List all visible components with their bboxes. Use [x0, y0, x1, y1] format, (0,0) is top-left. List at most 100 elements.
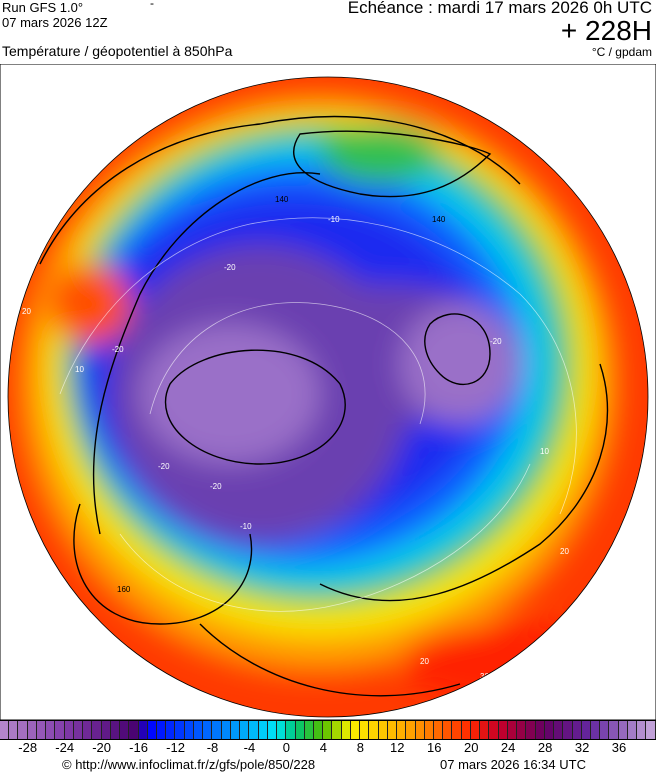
colorbar-cell	[138, 721, 148, 739]
colorbar-tick-label: 20	[463, 740, 479, 755]
colorbar-cell	[544, 721, 555, 739]
colorbar-cell	[55, 721, 65, 739]
colorbar-tick-label: 32	[574, 740, 590, 755]
colorbar-tick-label: 36	[611, 740, 627, 755]
colorbar-cell	[618, 721, 628, 739]
colorbar-cell	[0, 721, 10, 739]
geopotential-contours	[39, 115, 609, 697]
colorbar-tick-label: 24	[500, 740, 516, 755]
forecast-valid-time: Echéance : mardi 17 mars 2026 0h UTC	[347, 0, 652, 17]
colorbar-cell	[646, 721, 656, 739]
colorbar-cell	[323, 721, 333, 739]
colorbar-cell	[184, 721, 194, 739]
colorbar-tick-label: 0	[282, 740, 291, 755]
colorbar-cell	[341, 721, 351, 739]
colorbar-tick-label: -8	[206, 740, 219, 755]
colorbar-cell	[517, 721, 527, 739]
colorbar-cell	[46, 721, 56, 739]
colorbar-tick-label: 12	[390, 740, 405, 755]
colorbar-cell	[147, 721, 157, 739]
colorbar-cell	[498, 721, 508, 739]
colorbar-cell	[313, 721, 324, 739]
colorbar-tick-label: 8	[356, 740, 364, 755]
colorbar-cell	[470, 721, 481, 739]
temperature-field: 140 140 160 -10 -10 -20 -20 -20 -20 -20 …	[8, 77, 648, 717]
colorbar-cell	[129, 721, 139, 739]
colorbar-cell	[387, 721, 398, 739]
colorbar-cell	[36, 721, 47, 739]
units-label: °C / gpdam	[591, 45, 652, 59]
colorbar-cell	[406, 721, 416, 739]
isotherms	[59, 217, 577, 612]
separator-dash: -	[150, 0, 154, 10]
colorbar-cell	[110, 721, 121, 739]
generated-time: 07 mars 2026 16:34 UTC	[440, 757, 586, 772]
colorbar-cell	[203, 721, 213, 739]
colorbar-tick-label: 4	[319, 740, 327, 755]
colorbar-cell	[73, 721, 84, 739]
colorbar-cell	[581, 721, 591, 739]
svg-text:-10: -10	[240, 522, 252, 531]
colorbar-cell	[424, 721, 435, 739]
colorbar-cell	[221, 721, 231, 739]
colorbar-cell	[600, 721, 610, 739]
source-credit: © http://www.infoclimat.fr/z/gfs/pole/85…	[62, 757, 316, 772]
colorbar-cell	[591, 721, 601, 739]
colorbar-cell	[166, 721, 176, 739]
colorbar-cell	[452, 721, 462, 739]
colorbar-tick-label: -12	[166, 740, 185, 755]
run-date: 07 mars 2026 12Z	[2, 15, 108, 30]
colorbar-tick-label: -20	[92, 740, 112, 755]
svg-text:-10: -10	[328, 215, 340, 224]
colorbar	[0, 720, 656, 740]
colorbar-cell	[535, 721, 545, 739]
colorbar-cell	[415, 721, 425, 739]
colorbar-tick-label: -4	[243, 740, 256, 755]
svg-text:20: 20	[560, 547, 569, 556]
svg-text:-20: -20	[210, 482, 222, 491]
colorbar-tick-label: 28	[537, 740, 553, 755]
colorbar-cell	[258, 721, 268, 739]
colorbar-cell	[554, 721, 564, 739]
svg-text:160: 160	[117, 585, 131, 594]
svg-text:-20: -20	[158, 462, 170, 471]
colorbar-cell	[83, 721, 93, 739]
colorbar-cell	[360, 721, 370, 739]
colorbar-cell	[249, 721, 259, 739]
colorbar-tick-label: -16	[129, 740, 148, 755]
colorbar-cell	[92, 721, 102, 739]
colorbar-cell	[193, 721, 204, 739]
colorbar-cell	[397, 721, 407, 739]
colorbar-cell	[240, 721, 250, 739]
colorbar-cell	[489, 721, 499, 739]
colorbar-cell	[627, 721, 638, 739]
colorbar-cell	[64, 721, 74, 739]
polar-temperature-map: 140 140 160 -10 -10 -20 -20 -20 -20 -20 …	[0, 64, 656, 720]
colorbar-cell	[563, 721, 573, 739]
colorbar-cell	[267, 721, 278, 739]
svg-text:-20: -20	[490, 337, 502, 346]
colorbar-cell	[295, 721, 305, 739]
colorbar-cell	[304, 721, 314, 739]
colorbar-cell	[9, 721, 19, 739]
colorbar-tick-label: -24	[55, 740, 75, 755]
colorbar-tick-label: 16	[427, 740, 442, 755]
colorbar-cell	[212, 721, 222, 739]
svg-text:10: 10	[75, 365, 84, 374]
colorbar-cell	[443, 721, 453, 739]
colorbar-ticks: -28 -24 -20 -16 -12 -8 -4 0 4 8 12 16 20 24 28 32 36	[0, 740, 656, 756]
svg-text:-20: -20	[224, 263, 236, 272]
colorbar-cell	[27, 721, 37, 739]
colorbar-cell	[637, 721, 647, 739]
svg-text:140: 140	[432, 215, 446, 224]
colorbar-cell	[480, 721, 490, 739]
svg-text:-20: -20	[112, 345, 124, 354]
colorbar-tick-label: -28	[18, 740, 38, 755]
svg-text:140: 140	[275, 195, 289, 204]
svg-text:10: 10	[540, 447, 549, 456]
colorbar-cell	[434, 721, 444, 739]
svg-text:20: 20	[420, 657, 429, 666]
colorbar-cell	[369, 721, 379, 739]
colorbar-cell	[572, 721, 582, 739]
svg-text:20: 20	[22, 307, 31, 316]
